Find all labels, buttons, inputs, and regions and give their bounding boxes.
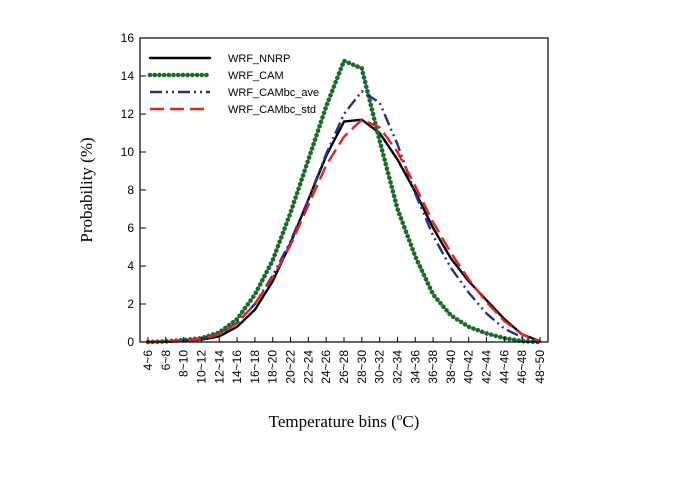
x-tick-label: 36~38 <box>426 350 440 384</box>
series-line-wrf-cambc-std <box>147 118 541 344</box>
y-tick-label: 4 <box>127 259 134 273</box>
series-line-wrf-cam <box>145 58 543 345</box>
x-tick-label: 42~44 <box>480 350 494 384</box>
plot-lines <box>145 58 543 345</box>
x-tick-label: 14~16 <box>230 350 244 384</box>
legend-label-wrf-cambc-std: WRF_CAMbc_std <box>228 104 316 116</box>
x-tick-label: 46~48 <box>515 350 529 384</box>
x-tick-label: 6~8 <box>159 350 173 371</box>
x-tick-label: 22~24 <box>301 350 315 384</box>
x-tick-label: 16~18 <box>248 350 262 384</box>
series-line-wrf-nnrp <box>146 118 542 344</box>
x-tick-label: 32~34 <box>390 350 404 384</box>
x-axis-title-degree: o <box>397 411 403 423</box>
y-tick-label: 0 <box>127 335 134 349</box>
x-tick-label: 30~32 <box>373 350 387 384</box>
x-tick-label: 24~26 <box>319 350 333 384</box>
plot-frame <box>139 37 549 343</box>
y-tick-label: 2 <box>127 297 134 311</box>
y-tick-label: 6 <box>127 221 134 235</box>
legend: WRF_NNRP WRF_CAM WRF_CAMbc_ave WRF_CAMbc_st… <box>147 53 319 116</box>
x-tick-label: 28~30 <box>355 350 369 384</box>
x-axis-ticks: 4~6 6~8 8~10 10~12 12~14 14~16 16~18 18~20 20~22… <box>141 337 547 384</box>
y-tick-label: 8 <box>127 183 134 197</box>
series-line-wrf-cambc-ave <box>147 89 541 344</box>
x-tick-label: 48~50 <box>533 350 547 384</box>
legend-label-wrf-nnrp: WRF_NNRP <box>228 53 290 65</box>
y-tick-label: 14 <box>121 69 135 83</box>
x-axis-title-main: Temperature bins ( <box>269 412 397 431</box>
y-tick-label: 10 <box>121 145 135 159</box>
x-tick-label: 44~46 <box>497 350 511 384</box>
x-tick-label: 40~42 <box>462 350 476 384</box>
x-tick-label: 34~36 <box>408 350 422 384</box>
x-tick-label: 4~6 <box>141 350 155 371</box>
legend-label-wrf-cambc-ave: WRF_CAMbc_ave <box>228 87 319 99</box>
x-axis-title: Temperature bins (oC) <box>269 411 420 431</box>
y-tick-label: 12 <box>121 107 135 121</box>
x-tick-label: 38~40 <box>444 350 458 384</box>
y-axis-title: Probability (%) <box>77 137 96 242</box>
y-tick-label: 16 <box>121 31 135 45</box>
x-tick-label: 20~22 <box>284 350 298 384</box>
legend-label-wrf-cam: WRF_CAM <box>228 70 284 82</box>
x-tick-label: 8~10 <box>177 350 191 377</box>
x-axis-title-unit: C) <box>402 412 419 431</box>
x-tick-label: 26~28 <box>337 350 351 384</box>
x-tick-label: 18~20 <box>266 350 280 384</box>
x-tick-label: 12~14 <box>212 350 226 384</box>
y-axis-ticks: 0 2 4 6 8 10 12 14 16 <box>121 31 146 349</box>
x-tick-label: 10~12 <box>194 350 208 384</box>
